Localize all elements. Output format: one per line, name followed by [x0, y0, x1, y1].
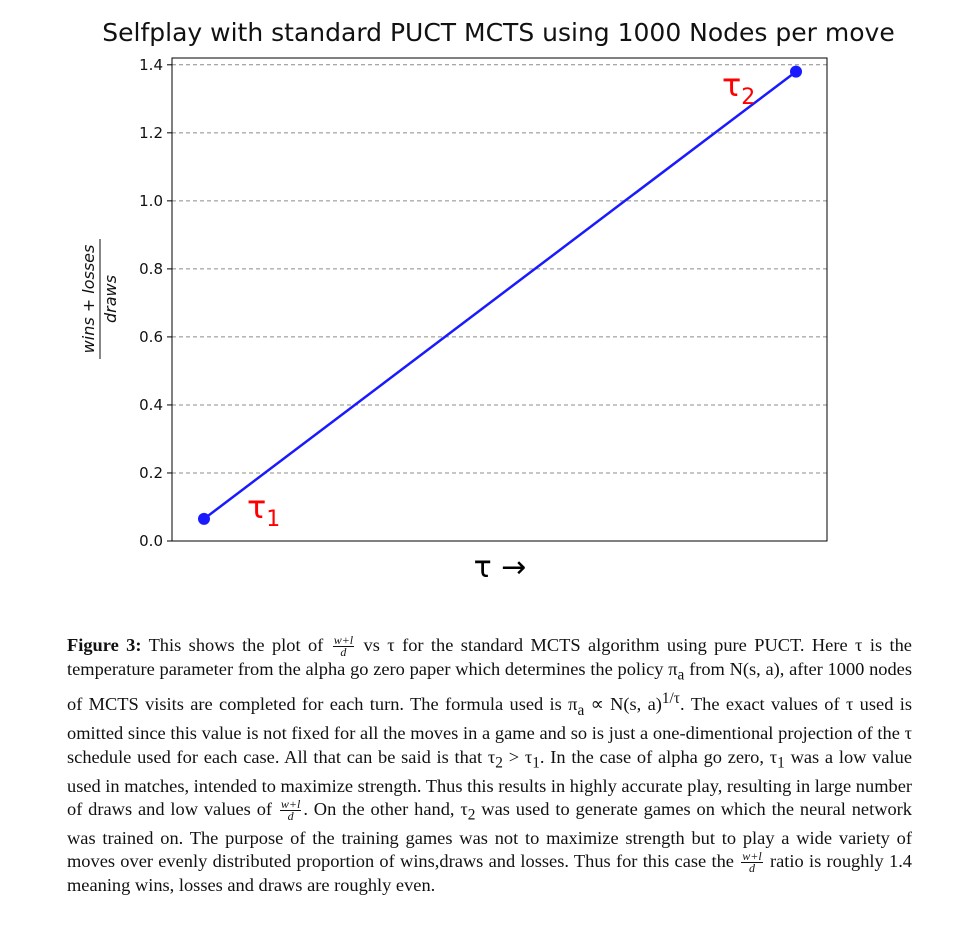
caption-text-7: . In the case of alpha go zero, τ [539, 746, 778, 767]
y-tick-label: 0.2 [139, 464, 163, 482]
y-label-denominator: draws [101, 275, 120, 323]
series-layer [198, 65, 802, 525]
y-tick-label: 0.6 [139, 328, 163, 346]
sup: 1/τ [661, 690, 680, 708]
line-chart: 0.0 0.2 0.4 0.6 0.8 1.0 1.2 1.4 τ1 τ2 wins + los… [79, 56, 828, 585]
frac-den: d [340, 645, 347, 660]
data-point [790, 65, 802, 78]
caption-text-2: vs τ for the standard MCTS algorithm usi… [67, 635, 912, 680]
figure-caption: Figure 3: This shows the plot of w+l d vs… [67, 634, 912, 898]
data-point [198, 512, 210, 525]
tau-annotation: τ1 [247, 488, 280, 532]
caption-label: Figure 3: [67, 635, 142, 655]
chart-title: Selfplay with standard PUCT MCTS using 1… [102, 18, 895, 47]
caption-text-9: . On the other hand, τ [303, 798, 468, 819]
caption-text-6: > τ [508, 746, 533, 767]
sub: a [677, 666, 685, 684]
caption-text-10: was used to generate games on which the … [67, 798, 912, 872]
y-tick-label: 1.2 [139, 124, 163, 142]
sub: a [577, 702, 585, 720]
caption-text-5: . The exact values of τ used is omitted … [67, 694, 912, 767]
annotations: τ1 τ2 [247, 66, 755, 532]
y-label-fraction: wins + losses draws [79, 239, 120, 359]
y-tick-label: 0.4 [139, 396, 163, 414]
y-tick-label: 0.0 [139, 532, 163, 550]
y-tick-label: 1.4 [139, 56, 163, 74]
sub: 2 [467, 806, 476, 824]
y-tick-label: 0.8 [139, 260, 163, 278]
plot-frame [171, 57, 828, 542]
frac-num: w+l [279, 797, 302, 812]
y-label-numerator: wins + losses [79, 245, 98, 354]
fraction-w-l-d-2: w+l d [279, 797, 302, 824]
caption-text-1: This shows the plot of [148, 635, 324, 655]
caption-text-8: was a low value used in matches, intende… [67, 746, 912, 819]
caption-text-3: from N(s, a), after 1000 nodes of MCTS v… [67, 659, 912, 715]
tau-annotation: τ2 [722, 66, 755, 110]
y-tick-label: 1.0 [139, 192, 163, 210]
frac-den: d [748, 861, 755, 876]
fraction-w-l-d-1: w+l d [332, 633, 355, 660]
y-axis-ticks: 0.0 0.2 0.4 0.6 0.8 1.0 1.2 1.4 [139, 56, 172, 550]
frac-den: d [287, 809, 294, 824]
frac-num: w+l [741, 849, 763, 864]
series-line [203, 70, 797, 520]
x-axis-label: τ → [474, 550, 527, 585]
caption-text-4: ∝ N(s, a) [590, 694, 662, 715]
caption-text-11: ratio is roughly 1.4 meaning wins, losse… [67, 851, 913, 896]
sub: 1 [532, 754, 540, 772]
sub: 2 [495, 754, 503, 772]
sub: 1 [777, 754, 785, 772]
y-axis-label: wins + losses draws [79, 239, 120, 359]
frac-num: w+l [332, 633, 355, 648]
fraction-w-l-d-3: w+l d [741, 849, 763, 876]
